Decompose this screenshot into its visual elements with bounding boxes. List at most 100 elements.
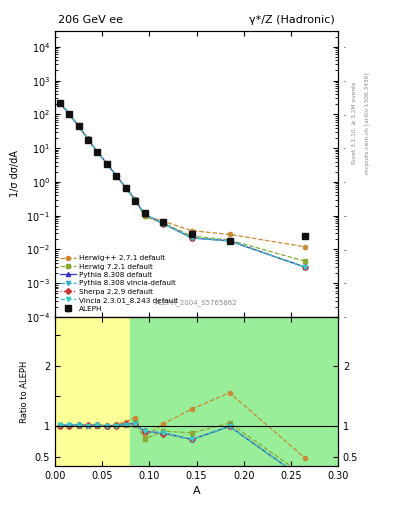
Herwig 7.2.1 default bbox=[142, 214, 147, 220]
Sherpa 2.2.9 default bbox=[105, 160, 109, 166]
Pythia 8.308 vincia-default bbox=[86, 136, 90, 142]
Herwig++ 2.7.1 default bbox=[133, 196, 138, 202]
Vincia 2.3.01_8.243 default bbox=[227, 238, 232, 244]
Herwig++ 2.7.1 default bbox=[95, 149, 100, 155]
Text: 206 GeV ee: 206 GeV ee bbox=[58, 15, 123, 25]
Sherpa 2.2.9 default bbox=[76, 123, 81, 129]
Herwig 7.2.1 default bbox=[161, 220, 166, 226]
Pythia 8.308 vincia-default bbox=[114, 173, 119, 179]
Herwig++ 2.7.1 default bbox=[76, 123, 81, 129]
Herwig 7.2.1 default bbox=[95, 149, 100, 155]
Sherpa 2.2.9 default bbox=[114, 173, 119, 179]
Herwig++ 2.7.1 default bbox=[114, 173, 119, 179]
Pythia 8.308 default bbox=[76, 123, 81, 129]
Pythia 8.308 default bbox=[142, 211, 147, 218]
Sherpa 2.2.9 default bbox=[161, 221, 166, 227]
Pythia 8.308 vincia-default bbox=[227, 238, 232, 244]
Pythia 8.308 vincia-default bbox=[189, 235, 194, 241]
Herwig 7.2.1 default bbox=[123, 185, 128, 191]
Text: ALEPH_2004_S5765862: ALEPH_2004_S5765862 bbox=[155, 299, 238, 306]
Herwig++ 2.7.1 default bbox=[86, 136, 90, 142]
Vincia 2.3.01_8.243 default bbox=[95, 149, 100, 155]
Pythia 8.308 vincia-default bbox=[76, 123, 81, 129]
Pythia 8.308 vincia-default bbox=[133, 197, 138, 203]
Pythia 8.308 vincia-default bbox=[105, 160, 109, 166]
Pythia 8.308 default bbox=[114, 173, 119, 179]
Pythia 8.308 vincia-default bbox=[57, 99, 62, 105]
Herwig++ 2.7.1 default bbox=[142, 212, 147, 219]
Vincia 2.3.01_8.243 default bbox=[114, 173, 119, 179]
Pythia 8.308 vincia-default bbox=[95, 149, 100, 155]
X-axis label: A: A bbox=[193, 486, 200, 496]
Pythia 8.308 vincia-default bbox=[67, 111, 72, 117]
Pythia 8.308 default bbox=[95, 149, 100, 155]
Line: Pythia 8.308 vincia-default: Pythia 8.308 vincia-default bbox=[58, 100, 307, 269]
Herwig 7.2.1 default bbox=[189, 233, 194, 239]
Sherpa 2.2.9 default bbox=[142, 211, 147, 218]
Herwig++ 2.7.1 default bbox=[67, 111, 72, 117]
Text: γ*/Z (Hadronic): γ*/Z (Hadronic) bbox=[250, 15, 335, 25]
Vincia 2.3.01_8.243 default bbox=[76, 123, 81, 129]
Sherpa 2.2.9 default bbox=[67, 111, 72, 117]
Pythia 8.308 default bbox=[227, 238, 232, 244]
Herwig++ 2.7.1 default bbox=[303, 244, 307, 250]
Line: Vincia 2.3.01_8.243 default: Vincia 2.3.01_8.243 default bbox=[58, 100, 307, 269]
Pythia 8.308 vincia-default bbox=[142, 211, 147, 218]
Herwig 7.2.1 default bbox=[86, 136, 90, 142]
Pythia 8.308 default bbox=[133, 197, 138, 203]
Herwig++ 2.7.1 default bbox=[105, 160, 109, 166]
Sherpa 2.2.9 default bbox=[227, 238, 232, 244]
Pythia 8.308 default bbox=[303, 264, 307, 270]
Pythia 8.308 vincia-default bbox=[161, 221, 166, 227]
Line: Pythia 8.308 default: Pythia 8.308 default bbox=[58, 100, 307, 269]
Text: mcplots.cern.ch [arXiv:1306.3436]: mcplots.cern.ch [arXiv:1306.3436] bbox=[365, 72, 371, 174]
Legend: Herwig++ 2.7.1 default, Herwig 7.2.1 default, Pythia 8.308 default, Pythia 8.308: Herwig++ 2.7.1 default, Herwig 7.2.1 def… bbox=[59, 253, 180, 313]
Pythia 8.308 default bbox=[67, 111, 72, 117]
Pythia 8.308 vincia-default bbox=[303, 264, 307, 270]
Herwig++ 2.7.1 default bbox=[227, 231, 232, 238]
Sherpa 2.2.9 default bbox=[86, 136, 90, 142]
Pythia 8.308 default bbox=[86, 136, 90, 142]
Herwig++ 2.7.1 default bbox=[57, 99, 62, 105]
Sherpa 2.2.9 default bbox=[95, 149, 100, 155]
Vincia 2.3.01_8.243 default bbox=[161, 221, 166, 227]
Text: Rivet 3.1.10, ≥ 3.2M events: Rivet 3.1.10, ≥ 3.2M events bbox=[352, 81, 357, 164]
Line: Herwig++ 2.7.1 default: Herwig++ 2.7.1 default bbox=[58, 100, 307, 249]
Pythia 8.308 default bbox=[57, 99, 62, 105]
Herwig++ 2.7.1 default bbox=[161, 218, 166, 224]
Pythia 8.308 vincia-default bbox=[123, 185, 128, 191]
Sherpa 2.2.9 default bbox=[133, 197, 138, 203]
Herwig 7.2.1 default bbox=[114, 173, 119, 179]
Herwig++ 2.7.1 default bbox=[189, 228, 194, 234]
Vincia 2.3.01_8.243 default bbox=[123, 185, 128, 191]
Herwig 7.2.1 default bbox=[76, 123, 81, 130]
Vincia 2.3.01_8.243 default bbox=[105, 160, 109, 166]
Vincia 2.3.01_8.243 default bbox=[67, 111, 72, 117]
Bar bbox=[55, 317, 130, 466]
Line: Herwig 7.2.1 default: Herwig 7.2.1 default bbox=[58, 100, 307, 263]
Herwig 7.2.1 default bbox=[67, 111, 72, 117]
Sherpa 2.2.9 default bbox=[189, 235, 194, 241]
Pythia 8.308 default bbox=[189, 235, 194, 241]
Sherpa 2.2.9 default bbox=[303, 264, 307, 270]
Vincia 2.3.01_8.243 default bbox=[57, 99, 62, 105]
Pythia 8.308 default bbox=[161, 221, 166, 227]
Herwig 7.2.1 default bbox=[227, 237, 232, 243]
Herwig++ 2.7.1 default bbox=[123, 184, 128, 190]
Sherpa 2.2.9 default bbox=[57, 99, 62, 105]
Pythia 8.308 default bbox=[123, 184, 128, 190]
Y-axis label: 1/σ dσ/dA: 1/σ dσ/dA bbox=[10, 151, 20, 197]
Herwig 7.2.1 default bbox=[105, 160, 109, 166]
Vincia 2.3.01_8.243 default bbox=[142, 211, 147, 218]
Vincia 2.3.01_8.243 default bbox=[86, 136, 90, 142]
Vincia 2.3.01_8.243 default bbox=[189, 235, 194, 241]
Sherpa 2.2.9 default bbox=[123, 185, 128, 191]
Line: Sherpa 2.2.9 default: Sherpa 2.2.9 default bbox=[58, 100, 307, 269]
Herwig 7.2.1 default bbox=[303, 258, 307, 264]
Y-axis label: Ratio to ALEPH: Ratio to ALEPH bbox=[20, 360, 29, 423]
Pythia 8.308 default bbox=[105, 160, 109, 166]
Vincia 2.3.01_8.243 default bbox=[133, 197, 138, 203]
Herwig 7.2.1 default bbox=[133, 197, 138, 203]
Vincia 2.3.01_8.243 default bbox=[303, 264, 307, 270]
Herwig 7.2.1 default bbox=[57, 100, 62, 106]
